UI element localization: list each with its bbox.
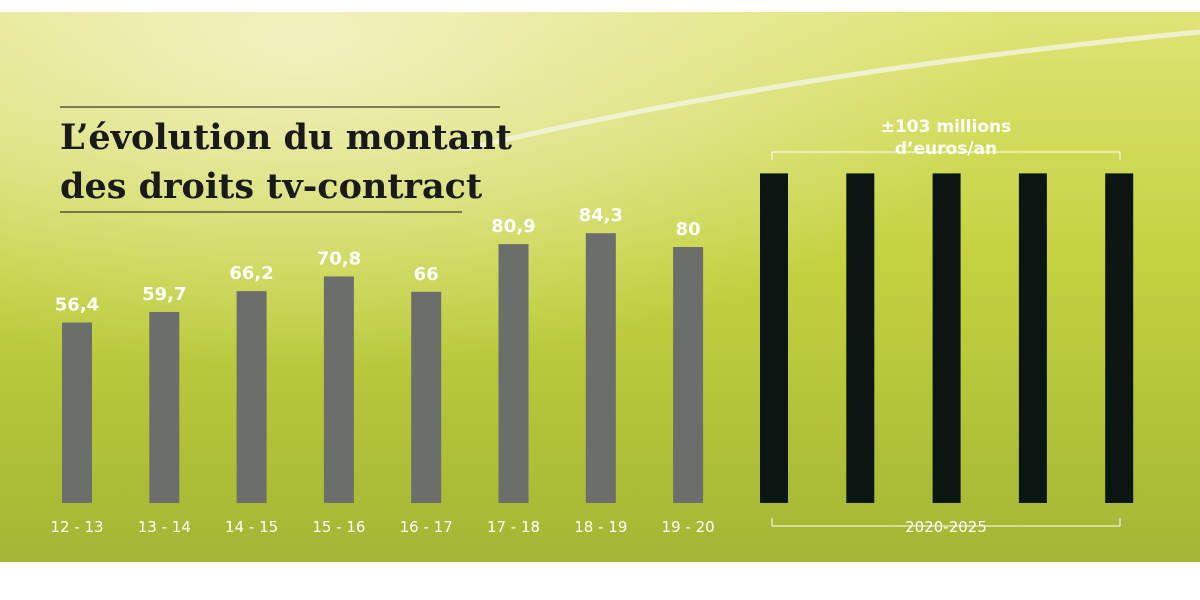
tick-label: 15 - 16 (312, 518, 365, 536)
bar-16-17 (411, 291, 442, 503)
bar-15-16 (323, 276, 354, 503)
bars-group (62, 173, 1134, 504)
tick-label: 18 - 19 (574, 518, 627, 536)
annotation-line1: ±103 millions (881, 117, 1012, 137)
tick-label: 12 - 13 (50, 518, 103, 536)
projection-bar (760, 173, 788, 503)
period-label: 2020-2025 (905, 518, 987, 536)
projection-annotation: ±103 millions d’euros/an 2020-2025 (771, 117, 1121, 536)
value-label: 84,3 (579, 205, 623, 226)
x-axis-labels: 12 - 13 13 - 14 14 - 15 15 - 16 16 - 17 17 - … (50, 518, 714, 536)
bar-17-18 (498, 244, 529, 503)
bar-12-13 (62, 322, 92, 503)
value-label: 59,7 (142, 284, 186, 305)
tick-label: 17 - 18 (487, 518, 540, 536)
tick-label: 19 - 20 (662, 518, 715, 536)
bar-13-14 (149, 311, 180, 503)
value-labels-group: 56,4 59,7 66,2 70,8 66 80,9 84,3 80 (55, 205, 701, 315)
projection-bar (1018, 173, 1047, 503)
annotation-line2: d’euros/an (895, 139, 997, 159)
value-label: 56,4 (55, 295, 99, 316)
chart-title-line1: L’évolution du montant (60, 117, 512, 158)
value-label: 80,9 (491, 216, 535, 237)
projection-bar (846, 173, 875, 503)
tick-label: 13 - 14 (138, 518, 191, 536)
chart-title-line2: des droits tv-contract (60, 166, 482, 207)
value-label: 66 (414, 264, 439, 285)
field-line (459, 29, 1200, 153)
tick-label: 14 - 15 (225, 518, 278, 536)
projection-bar (932, 173, 961, 503)
tick-label: 16 - 17 (400, 518, 453, 536)
value-label: 70,8 (317, 248, 361, 269)
value-label: 66,2 (229, 263, 273, 284)
bar-19-20 (673, 247, 704, 503)
projection-bar (1105, 173, 1134, 503)
bar-18-19 (585, 233, 616, 504)
title-group: L’évolution du montant des droits tv-con… (60, 106, 512, 213)
bar-14-15 (236, 291, 267, 503)
value-label: 80 (676, 219, 701, 240)
